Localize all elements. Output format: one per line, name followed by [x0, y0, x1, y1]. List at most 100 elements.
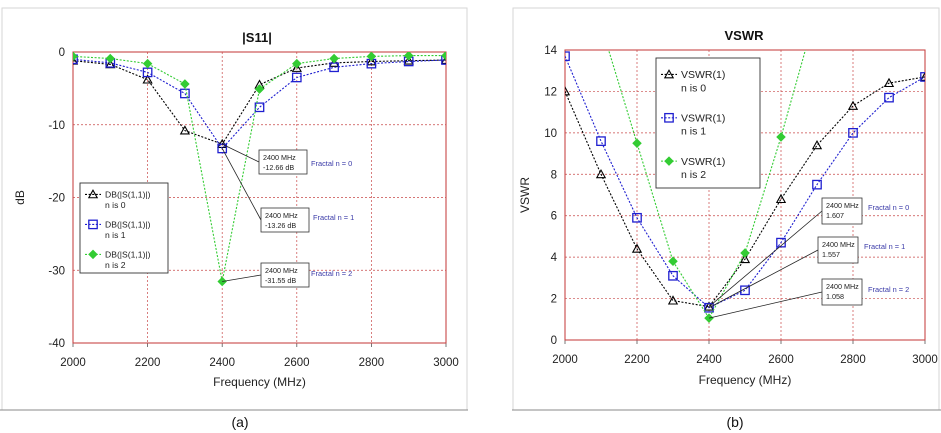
annotation-freq: 2400 MHz [826, 282, 859, 291]
data-point-s0-p10 [919, 71, 925, 81]
annotation-freq: 2400 MHz [265, 266, 298, 275]
data-point-s1-p2 [632, 212, 642, 223]
data-point-s0-p9 [883, 77, 895, 88]
data-point-s0-p8 [847, 100, 859, 110]
annotation-freq: 2400 MHz [265, 211, 298, 220]
legend-entry-name: DB(|S(1,1)|) [105, 249, 151, 259]
data-point-s1-p9 [884, 92, 894, 103]
data-point-s0-p2 [631, 243, 643, 253]
annotation-freq: 2400 MHz [826, 201, 859, 210]
y-axis-label: VSWR [518, 177, 532, 213]
legend-entry-name: VSWR(1) [681, 156, 725, 168]
legend-marker [88, 219, 98, 230]
data-point-s2-p10 [441, 52, 446, 61]
data-point-s2-p1 [105, 53, 116, 64]
data-point-s0-p3 [667, 295, 679, 305]
data-point-s0-p3 [179, 125, 191, 135]
vswr-chart: 2000 2200 2400 2600 2800 3000 14 12 10 8 6 4 2 0 VSWR F… [518, 28, 938, 387]
chart-title: VSWR [725, 28, 765, 43]
legend-entry-sub: n is 1 [105, 230, 126, 240]
legend-entry-sub: n is 0 [105, 200, 126, 210]
y-tick-label: -10 [48, 120, 65, 132]
data-point-s2-p5 [740, 248, 750, 258]
x-axis-label: Frequency (MHz) [699, 373, 792, 387]
data-point-s0-p7 [811, 139, 823, 150]
annotation-label: Fractal n = 1 [864, 242, 905, 251]
y-tick-label: 2 [551, 294, 557, 306]
x-tick-label: 2800 [840, 354, 866, 366]
data-point-s0-p1 [595, 168, 607, 179]
annotation-box [817, 236, 859, 264]
legend-marker [663, 69, 675, 79]
annotation-box [821, 278, 863, 306]
data-point-s2-p7 [329, 53, 339, 64]
annotation-value: 1.557 [822, 250, 840, 259]
y-tick-label: -20 [48, 193, 65, 205]
data-point-s2-p5 [254, 84, 265, 94]
x-tick-label: 3000 [912, 354, 938, 366]
x-tick-label: 3000 [433, 357, 459, 369]
data-point-s0-p8 [366, 56, 377, 66]
legend-marker [664, 112, 674, 123]
x-tick-label: 2400 [209, 357, 235, 369]
series-layer [73, 52, 446, 287]
series-line-1 [565, 55, 925, 309]
legend-entry-name: DB(|S(1,1)|) [105, 219, 151, 229]
y-tick-label: 0 [59, 47, 65, 59]
y-tick-label: 0 [551, 335, 557, 347]
x-tick-label: 2200 [135, 357, 161, 369]
annotation-label: Fractal n = 1 [313, 213, 354, 222]
annotation-box [258, 149, 308, 175]
data-point-s1-p0 [565, 51, 570, 62]
legend-entry-sub: n is 2 [681, 169, 706, 181]
data-point-s1-p3 [668, 270, 678, 281]
data-point-s2-p6 [292, 58, 302, 69]
annotation-leader [708, 249, 819, 309]
legend-entry-sub: n is 0 [681, 82, 706, 94]
legend-entry-name: DB(|S(1,1)|) [105, 189, 151, 199]
y-axis-label: dB [13, 190, 27, 205]
data-point-s1-p5 [254, 102, 265, 113]
figure-caption: (b) [726, 414, 743, 430]
data-point-s1-p4 [704, 302, 714, 313]
annotation-label: Fractal n = 2 [868, 285, 909, 294]
y-tick-label: 14 [544, 45, 557, 57]
annotation-freq: 2400 MHz [822, 240, 855, 249]
y-tick-label: 4 [551, 252, 558, 264]
data-point-s1-p5 [740, 285, 750, 296]
annotation-freq: 2400 MHz [263, 153, 296, 162]
x-axis-label: Frequency (MHz) [213, 375, 306, 389]
data-point-s2-p6 [776, 132, 786, 142]
x-tick-label: 2400 [696, 354, 722, 366]
x-tick-label: 2000 [60, 357, 86, 369]
data-point-s1-p7 [812, 179, 822, 190]
series-line-1 [73, 58, 446, 150]
legend-entry-sub: n is 1 [681, 126, 706, 138]
series-line-0 [565, 76, 925, 308]
annotation-leader [708, 210, 823, 308]
data-point-s1-p3 [180, 88, 190, 99]
annotation-value: -31.55 dB [265, 276, 296, 285]
data-point-s0-p9 [403, 55, 414, 65]
annotation-value: -12.66 dB [263, 163, 294, 172]
y-tick-label: 8 [551, 169, 557, 181]
data-point-s0-p0 [73, 55, 79, 65]
data-point-s2-p8 [366, 52, 377, 62]
x-tick-label: 2600 [768, 354, 794, 366]
annotation-leader [221, 148, 262, 221]
annotation-value: -13.26 dB [265, 221, 296, 230]
y-tick-label: 12 [544, 86, 557, 98]
x-tick-label: 2600 [284, 357, 310, 369]
annotation-box [260, 262, 310, 288]
x-tick-label: 2200 [624, 354, 650, 366]
plot-frame [72, 51, 447, 344]
x-tick-label: 2800 [359, 357, 385, 369]
legend-marker [664, 156, 674, 166]
data-point-s1-p1 [596, 136, 606, 146]
data-point-s0-p5 [739, 253, 751, 264]
legend-marker [87, 189, 99, 199]
data-point-s0-p6 [291, 62, 302, 72]
data-point-s2-p0 [73, 52, 78, 62]
data-point-s0-p6 [775, 193, 787, 204]
